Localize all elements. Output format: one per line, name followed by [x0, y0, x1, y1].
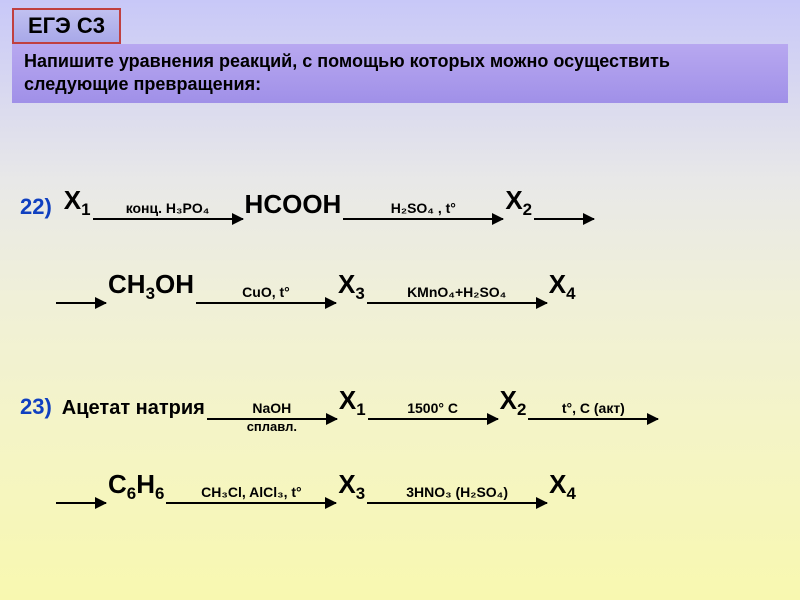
problem-23-line-1: 23) Ацетат натрия NaOH сплавл. X1 1500° … — [20, 360, 780, 420]
problem-22: 22) X1 конц. H₃PO₄ HCOOH H₂SO₄ , t° X2 C… — [20, 160, 780, 328]
exam-badge: ЕГЭ С3 — [12, 8, 121, 44]
term-x4: X4 — [547, 269, 578, 304]
arrow-22-6: KMnO₄+H₂SO₄ — [367, 284, 547, 304]
problem-number-22: 22) — [20, 194, 52, 220]
arrow-22-5: CuO, t° — [196, 284, 336, 304]
term-x1: X1 — [62, 185, 93, 220]
problem-22-line-2: CH3OH CuO, t° X3 KMnO₄+H₂SO₄ X4 — [20, 244, 780, 304]
term-x1-23: X1 — [337, 385, 368, 420]
arrow-22-2: H₂SO₄ , t° — [343, 200, 503, 220]
arrow-label: H₂SO₄ , t° — [391, 200, 456, 216]
arrow-23-4 — [56, 484, 106, 504]
arrow-label: 1500° С — [407, 400, 458, 416]
term-x4-23: X4 — [547, 469, 578, 504]
term-x3-23: X3 — [336, 469, 367, 504]
term-x3: X3 — [336, 269, 367, 304]
arrow-label: конц. H₃PO₄ — [126, 200, 210, 216]
problem-23-line-2: C6H6 CH₃Cl, AlCl₃, t° X3 3HNO₃ (H₂SO₄) X… — [20, 444, 780, 504]
problem-number-23: 23) — [20, 394, 52, 420]
arrow-23-2: 1500° С — [368, 400, 498, 420]
arrow-label: CuO, t° — [242, 284, 290, 300]
arrow-23-5: CH₃Cl, AlCl₃, t° — [166, 484, 336, 504]
arrow-label-bottom: сплавл. — [247, 419, 297, 434]
term-hcooh: HCOOH — [243, 189, 344, 220]
term-x2: X2 — [503, 185, 534, 220]
term-c6h6: C6H6 — [106, 469, 166, 504]
arrow-label: t°, С (акт) — [562, 400, 625, 416]
arrow-label: NaOH — [252, 400, 291, 416]
problem-23: 23) Ацетат натрия NaOH сплавл. X1 1500° … — [20, 360, 780, 528]
arrow-label: 3HNO₃ (H₂SO₄) — [406, 484, 508, 500]
term-x2-23: X2 — [498, 385, 529, 420]
term-ch3oh: CH3OH — [106, 269, 196, 304]
problem-22-line-1: 22) X1 конц. H₃PO₄ HCOOH H₂SO₄ , t° X2 — [20, 160, 780, 220]
task-header: Напишите уравнения реакций, с помощью ко… — [12, 44, 788, 103]
term-acetate: Ацетат натрия — [60, 397, 207, 420]
arrow-23-6: 3HNO₃ (H₂SO₄) — [367, 484, 547, 504]
arrow-label: CH₃Cl, AlCl₃, t° — [201, 484, 301, 500]
arrow-22-4 — [56, 284, 106, 304]
arrow-label: KMnO₄+H₂SO₄ — [407, 284, 506, 300]
arrow-23-3: t°, С (акт) — [528, 400, 658, 420]
arrow-22-3 — [534, 200, 594, 220]
arrow-22-1: конц. H₃PO₄ — [93, 200, 243, 220]
arrow-23-1: NaOH сплавл. — [207, 400, 337, 420]
